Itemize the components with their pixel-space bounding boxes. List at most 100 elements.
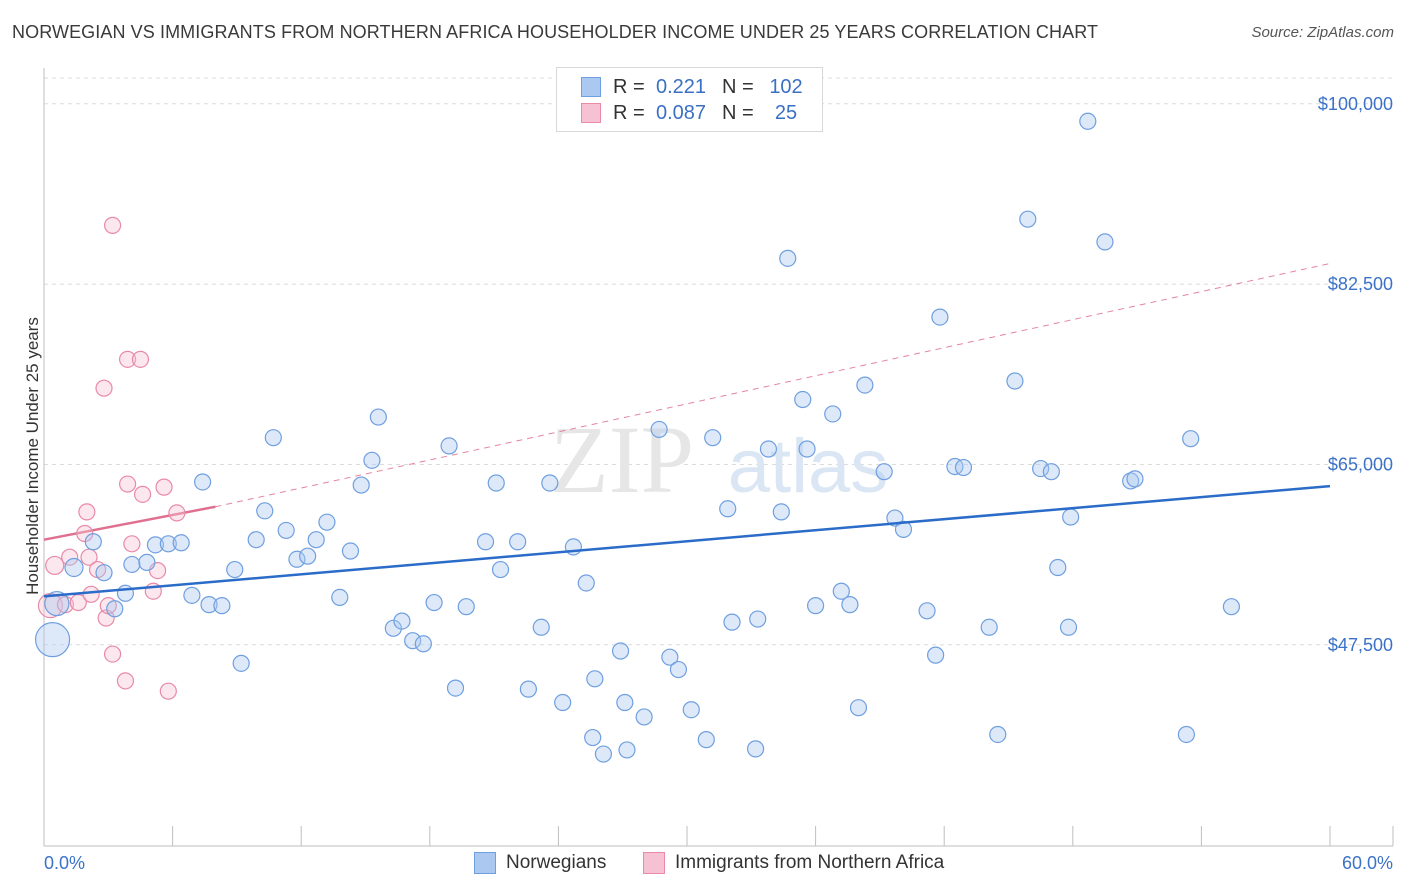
- legend-label-norwegians: Norwegians: [506, 852, 607, 873]
- x-tick-min: 0.0%: [44, 853, 85, 873]
- point-norwegians: [704, 429, 722, 447]
- point-norwegians: [931, 308, 949, 326]
- y-tick-labels: $47,500 $65,000 $82,500 $100,000: [1318, 94, 1393, 655]
- point-norwegians: [414, 635, 432, 653]
- point-immigrants: [133, 485, 152, 503]
- point-norwegians: [849, 699, 868, 717]
- source-label: Source: ZipAtlas.com: [1251, 24, 1394, 41]
- point-norwegians: [875, 463, 893, 481]
- point-norwegians: [946, 457, 964, 476]
- point-norwegians: [307, 531, 325, 549]
- point-norwegians: [509, 533, 527, 551]
- y-tick-label: $47,500: [1328, 635, 1393, 655]
- axes: [43, 68, 1394, 847]
- point-norwegians: [425, 593, 443, 612]
- point-norwegians: [213, 597, 231, 615]
- point-norwegians: [1006, 372, 1024, 390]
- point-norwegians: [894, 520, 913, 538]
- trend-line-pink: [43, 505, 216, 541]
- point-immigrants: [118, 350, 137, 368]
- legend-swatch-blue: [581, 77, 601, 97]
- point-norwegians: [194, 473, 212, 491]
- point-immigrants: [131, 350, 150, 368]
- point-norwegians: [746, 740, 765, 758]
- point-norwegians: [44, 590, 70, 617]
- point-norwegians: [288, 550, 306, 568]
- x-tick-max: 60.0%: [1342, 853, 1393, 873]
- legend-r-value: 0.221: [655, 75, 707, 98]
- point-norwegians: [393, 612, 411, 630]
- point-norwegians: [532, 618, 550, 636]
- point-norwegians: [723, 613, 741, 631]
- point-immigrants: [159, 682, 177, 700]
- y-tick-label: $82,500: [1328, 274, 1393, 294]
- trend-line-norwegians: [43, 484, 1331, 598]
- trend-line-pink-dashed: [215, 263, 1331, 508]
- point-immigrants: [82, 585, 100, 603]
- point-norwegians: [806, 597, 825, 615]
- chart-title: NORWEGIAN VS IMMIGRANTS FROM NORTHERN AF…: [12, 22, 1099, 42]
- grid-lines: [44, 77, 1393, 646]
- point-norwegians: [772, 503, 790, 521]
- point-norwegians: [719, 500, 737, 518]
- legend-swatch-pink: [581, 103, 601, 123]
- y-tick-label: $65,000: [1328, 454, 1393, 474]
- point-immigrants: [155, 478, 173, 496]
- legend-r-label: R =: [613, 101, 645, 124]
- watermark-atlas: atlas: [728, 424, 889, 509]
- point-norwegians: [841, 596, 859, 614]
- point-immigrants: [80, 548, 98, 566]
- point-norwegians: [264, 429, 282, 447]
- legend-label-immigrants: Immigrants from Northern Africa: [675, 852, 945, 873]
- legend-n-label: N =: [722, 101, 754, 124]
- point-norwegians: [856, 376, 874, 394]
- point-norwegians: [824, 405, 842, 423]
- point-norwegians: [172, 534, 190, 552]
- point-norwegians: [363, 451, 381, 469]
- legend-row-immigrants: R = 0.087 N = 25: [581, 101, 808, 125]
- point-norwegians: [341, 542, 360, 560]
- point-norwegians: [138, 553, 156, 571]
- point-norwegians: [1177, 725, 1195, 744]
- point-norwegians: [299, 547, 317, 565]
- point-norwegians: [554, 693, 572, 712]
- point-norwegians: [989, 725, 1007, 744]
- point-norwegians: [779, 249, 797, 267]
- point-immigrants: [116, 672, 135, 690]
- legend-n-value: 25: [774, 101, 798, 124]
- point-immigrants: [168, 504, 186, 522]
- point-norwegians: [661, 648, 679, 666]
- point-norwegians: [84, 533, 102, 551]
- legend-n-label: N =: [722, 75, 754, 98]
- point-norwegians: [352, 476, 370, 494]
- point-norwegians: [256, 502, 274, 520]
- trend-lines-pink: [43, 263, 1331, 541]
- point-norwegians: [318, 513, 336, 531]
- point-norwegians: [798, 440, 816, 458]
- point-norwegians: [232, 654, 250, 672]
- watermark-zip: ZIP: [550, 406, 694, 513]
- point-norwegians: [331, 588, 349, 607]
- point-norwegians: [577, 574, 595, 592]
- point-norwegians: [1059, 618, 1078, 636]
- point-norwegians: [635, 708, 653, 726]
- point-norwegians: [682, 701, 700, 719]
- point-norwegians: [200, 596, 218, 614]
- point-norwegians: [457, 598, 475, 616]
- legend-item-immigrants[interactable]: Immigrants from Northern Africa: [643, 852, 944, 874]
- point-norwegians: [1096, 233, 1114, 251]
- zipatlas-watermark: ZIP atlas: [550, 406, 888, 513]
- point-norwegians: [476, 533, 495, 551]
- point-norwegians: [611, 642, 630, 660]
- point-norwegians: [1042, 463, 1060, 481]
- point-norwegians: [954, 458, 973, 477]
- point-norwegians: [226, 560, 244, 579]
- y-axis-label: Householder Income Under 25 years: [23, 317, 42, 595]
- legend-r-value: 0.087: [655, 101, 707, 124]
- point-norwegians: [1182, 430, 1200, 448]
- point-immigrants: [78, 503, 96, 521]
- legend-item-norwegians[interactable]: Norwegians: [474, 852, 606, 874]
- point-immigrants: [118, 475, 137, 493]
- trend-line-blue: [43, 484, 1331, 598]
- point-norwegians: [491, 560, 510, 579]
